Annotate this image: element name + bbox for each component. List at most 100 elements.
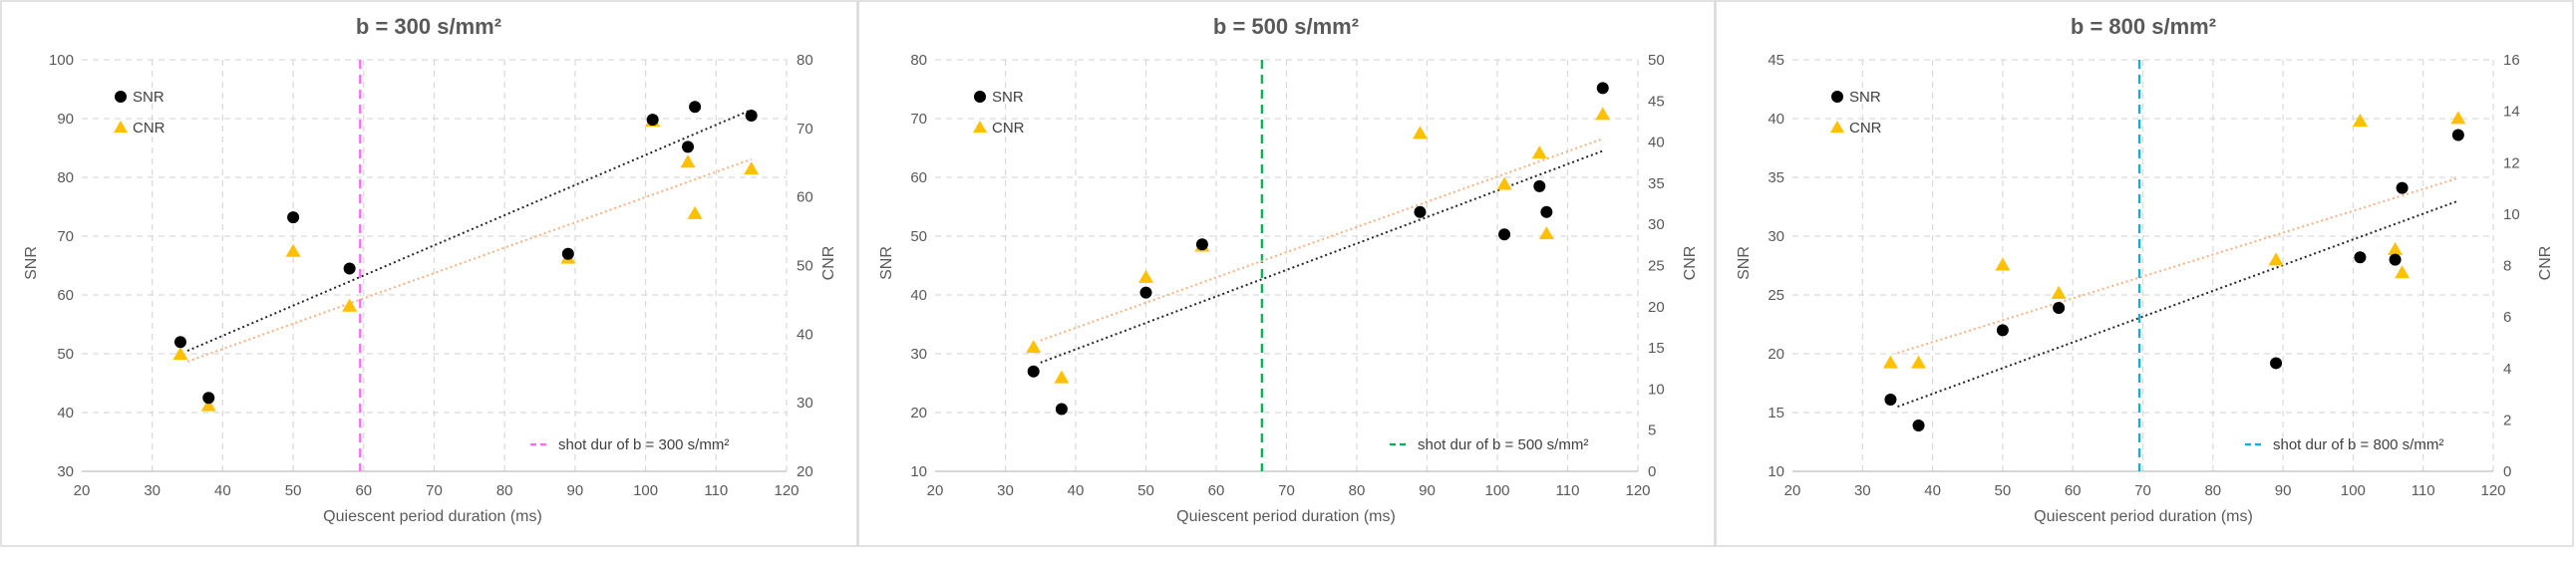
legend-cnr-label: CNR bbox=[992, 120, 1025, 137]
snr-point bbox=[1996, 324, 2009, 337]
x-tick-label: 110 bbox=[2412, 482, 2435, 499]
chart-panel-b800: b = 800 s/mm² 20 30 40 50 60 70 80 90 100 110 120 … bbox=[1715, 0, 2574, 547]
cnr-point bbox=[285, 243, 301, 257]
y2-tick-label: 4 bbox=[2503, 361, 2511, 378]
y-tick-label: 60 bbox=[910, 169, 927, 186]
y2-tick-label: 40 bbox=[1648, 135, 1665, 151]
x-tick-label: 70 bbox=[426, 482, 443, 499]
y2-tick-label: 16 bbox=[2503, 52, 2520, 69]
cnr-trendline bbox=[186, 157, 752, 363]
x-tick-label: 110 bbox=[704, 482, 728, 499]
x-tick-label: 110 bbox=[1556, 482, 1580, 499]
grid bbox=[82, 59, 788, 471]
legend-snr-label: SNR bbox=[133, 89, 164, 106]
chart-title: b = 300 s/mm² bbox=[356, 14, 501, 39]
cnr-point bbox=[172, 346, 188, 360]
y2-tick-label: 8 bbox=[2503, 258, 2511, 275]
y2-tick-label: 0 bbox=[1648, 463, 1656, 480]
vline-legend-label: shot dur of b = 500 s/mm² bbox=[1418, 436, 1588, 453]
chart-panel-b500: b = 500 s/mm² 20 30 40 50 60 70 80 90 100 110 120 … bbox=[857, 0, 1716, 547]
x-tick-label: 50 bbox=[1137, 482, 1154, 499]
grid bbox=[935, 59, 1639, 471]
y2-tick-label: 25 bbox=[1648, 258, 1665, 275]
legend-snr-label: SNR bbox=[992, 89, 1024, 106]
y2-tick-label: 12 bbox=[2503, 154, 2520, 171]
x-tick-label: 80 bbox=[2204, 482, 2221, 499]
vline-legend: shot dur of b = 800 s/mm² bbox=[2245, 436, 2443, 453]
cnr-points bbox=[1882, 111, 2466, 369]
y2-axis-label: CNR bbox=[820, 246, 837, 281]
x-tick-label: 80 bbox=[1349, 482, 1366, 499]
y2-tick-label: 45 bbox=[1648, 93, 1665, 110]
x-tick-label: 20 bbox=[927, 482, 944, 499]
y-tick-label: 70 bbox=[910, 111, 927, 128]
y2-tick-label: 30 bbox=[797, 395, 813, 412]
legend-snr-marker bbox=[115, 91, 127, 103]
x-axis-label: Quiescent period duration (ms) bbox=[1176, 508, 1396, 525]
y-axis-label: SNR bbox=[1736, 246, 1753, 280]
y2-tick-label: 20 bbox=[797, 463, 813, 480]
snr-point bbox=[646, 114, 659, 127]
snr-point bbox=[1533, 179, 1546, 192]
vline-legend: shot dur of b = 500 s/mm² bbox=[1390, 436, 1588, 453]
snr-point bbox=[2053, 301, 2066, 314]
cnr-point bbox=[200, 398, 216, 412]
snr-point bbox=[2451, 129, 2464, 141]
y2-tick-label: 40 bbox=[797, 326, 813, 343]
snr-point bbox=[1139, 286, 1152, 299]
x-tick-label: 100 bbox=[1484, 482, 1509, 499]
panel-background bbox=[1715, 0, 2574, 547]
y2-tick-labels: 20 30 40 50 60 70 80 bbox=[797, 52, 813, 480]
snr-point bbox=[202, 392, 215, 405]
cnr-point bbox=[1995, 257, 2011, 271]
snr-point bbox=[2270, 357, 2283, 370]
snr-point bbox=[689, 101, 702, 114]
x-tick-label: 40 bbox=[214, 482, 231, 499]
snr-points bbox=[1884, 129, 2464, 431]
y-axis-label: SNR bbox=[23, 246, 40, 280]
y-tick-label: 90 bbox=[57, 111, 74, 128]
grid bbox=[1792, 59, 2494, 471]
snr-point bbox=[1884, 394, 1897, 407]
y-tick-label: 40 bbox=[1768, 111, 1784, 128]
x-tick-label: 30 bbox=[144, 482, 161, 499]
legend-cnr-marker bbox=[1830, 121, 1844, 133]
y2-tick-label: 10 bbox=[2503, 206, 2520, 223]
y2-tick-label: 50 bbox=[1648, 52, 1665, 69]
x-tick-label: 80 bbox=[496, 482, 513, 499]
y2-axis-label: CNR bbox=[1682, 246, 1699, 281]
cnr-point bbox=[1538, 226, 1554, 240]
legend: SNR CNR bbox=[114, 89, 165, 137]
snr-point bbox=[2354, 251, 2367, 264]
cnr-point bbox=[1882, 355, 1898, 369]
x-tick-label: 20 bbox=[74, 482, 91, 499]
snr-point bbox=[1414, 205, 1427, 218]
y-tick-label: 10 bbox=[910, 463, 927, 480]
y-tick-labels: 10 20 30 40 50 60 70 80 bbox=[910, 52, 927, 480]
y2-tick-label: 5 bbox=[1648, 422, 1656, 439]
x-tick-label: 90 bbox=[1419, 482, 1436, 499]
y-tick-labels: 30 40 50 60 70 80 90 100 bbox=[49, 52, 74, 480]
snr-point bbox=[1498, 228, 1511, 241]
y-tick-label: 30 bbox=[1768, 228, 1784, 245]
x-tick-label: 70 bbox=[2134, 482, 2151, 499]
x-tick-label: 90 bbox=[567, 482, 584, 499]
x-tick-label: 40 bbox=[1068, 482, 1085, 499]
legend: SNR CNR bbox=[1830, 89, 1882, 137]
y-tick-label: 10 bbox=[1768, 463, 1784, 480]
vline-legend-label: shot dur of b = 800 s/mm² bbox=[2273, 436, 2443, 453]
panel-background bbox=[0, 0, 858, 547]
cnr-point bbox=[342, 298, 358, 312]
x-tick-label: 120 bbox=[774, 482, 799, 499]
y-tick-label: 15 bbox=[1768, 405, 1784, 422]
y2-tick-label: 80 bbox=[797, 52, 813, 69]
snr-point bbox=[682, 140, 695, 153]
y-tick-label: 45 bbox=[1768, 52, 1784, 69]
y-tick-label: 40 bbox=[910, 287, 927, 304]
x-tick-labels: 20 30 40 50 60 70 80 90 100 110 120 bbox=[1784, 482, 2506, 499]
y2-tick-label: 35 bbox=[1648, 175, 1665, 192]
cnr-point bbox=[1054, 370, 1070, 384]
snr-trendline bbox=[1040, 149, 1604, 364]
snr-point bbox=[1596, 82, 1609, 95]
x-tick-labels: 20 30 40 50 60 70 80 90 100 110 120 bbox=[74, 482, 800, 499]
